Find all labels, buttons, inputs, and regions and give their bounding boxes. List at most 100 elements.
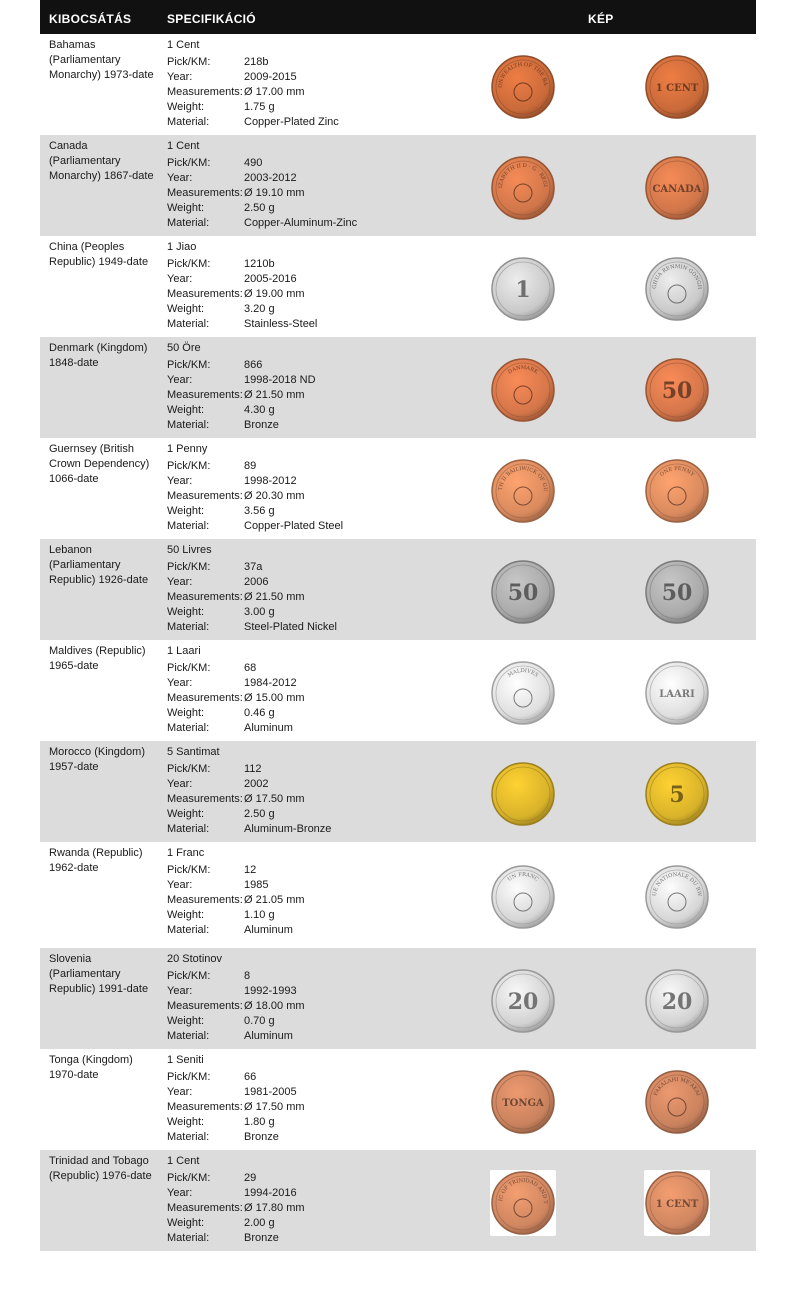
spec-material: Material: Aluminum (167, 721, 387, 736)
spec-weight-value: 1.10 g (244, 909, 275, 921)
spec-year-label: Year: (167, 778, 193, 790)
spec-material-value: Stainless-Steel (244, 318, 318, 330)
spec-pick-label: Pick/KM: (167, 1071, 211, 1083)
spec-year: Year: 1981-2005 (167, 1085, 387, 1100)
denomination: 1 Cent (167, 39, 200, 51)
spec-year: Year: 2009-2015 (167, 70, 387, 85)
spec-material-value: Aluminum (244, 1030, 293, 1042)
spec-year: Year: 1994-2016 (167, 1186, 387, 1201)
spec-material-label: Material: (167, 419, 210, 431)
spec-material: Material: Stainless-Steel (167, 317, 387, 332)
spec-cell: 1 Laari Pick/KM: 68 Year: 1984-2012 Measureme… (167, 644, 387, 736)
spec-pick-value: 29 (244, 1172, 257, 1184)
coin-table: KIBOCSÁTÁS SPECIFIKÁCIÓ KÉP Bahamas (Par… (40, 0, 756, 1251)
issuer-cell: Morocco (Kingdom) 1957-date (49, 746, 145, 773)
spec-weight-label: Weight: (167, 1217, 205, 1229)
spec-year-label: Year: (167, 985, 193, 997)
svg-text:50: 50 (662, 580, 693, 606)
spec-year-value: 2006 (244, 576, 269, 588)
spec-pick-label: Pick/KM: (167, 763, 211, 775)
spec-year-label: Year: (167, 273, 193, 285)
spec-measure-label: Measurements: (167, 894, 243, 906)
coin-obverse-image: 50 (490, 559, 556, 625)
header-specification: SPECIFIKÁCIÓ (167, 12, 256, 26)
spec-weight: Weight: 0.70 g (167, 1014, 387, 1029)
spec-year-label: Year: (167, 475, 193, 487)
spec-pick-label: Pick/KM: (167, 56, 211, 68)
svg-text:1 CENT: 1 CENT (656, 83, 699, 94)
table-row: Canada (Parliamentary Monarchy) 1867-dat… (40, 135, 756, 236)
spec-material-label: Material: (167, 520, 210, 532)
spec-measure-value: Ø 17.80 mm (244, 1202, 305, 1214)
spec-measure-label: Measurements: (167, 86, 243, 98)
denomination: 1 Laari (167, 645, 201, 657)
spec-material: Material: Aluminum (167, 923, 387, 938)
spec-weight-value: 3.00 g (244, 606, 275, 618)
spec-year: Year: 2006 (167, 575, 387, 590)
spec-pick-value: 490 (244, 157, 263, 169)
spec-weight: Weight: 3.20 g (167, 302, 387, 317)
spec-material: Material: Bronze (167, 1130, 387, 1145)
spec-pick: Pick/KM: 37a (167, 560, 387, 575)
table-body: Bahamas (Parliamentary Monarchy) 1973-da… (40, 34, 756, 1251)
spec-material-value: Aluminum (244, 722, 293, 734)
issuer-cell: Guernsey (British Crown Dependency) 1066… (49, 443, 150, 485)
spec-cell: 1 Cent Pick/KM: 218b Year: 2009-2015 Measurem… (167, 38, 387, 130)
spec-pick: Pick/KM: 490 (167, 156, 387, 171)
coin-obverse-image: REPUBLIC OF TRINIDAD AND TOBAGO (490, 1169, 556, 1236)
spec-year: Year: 1984-2012 (167, 676, 387, 691)
spec-material: Material: Bronze (167, 1231, 387, 1246)
spec-weight: Weight: 1.75 g (167, 100, 387, 115)
coin-obverse-image: 1 (490, 256, 556, 322)
spec-weight: Weight: 3.00 g (167, 605, 387, 620)
spec-material-label: Material: (167, 823, 210, 835)
coin-obverse-image: MALDIVES (490, 660, 556, 726)
spec-weight-value: 2.50 g (244, 808, 275, 820)
denomination: 1 Seniti (167, 1054, 204, 1066)
spec-year-value: 1994-2016 (244, 1187, 297, 1199)
spec-year-value: 1998-2018 ND (244, 374, 316, 386)
table-row: Bahamas (Parliamentary Monarchy) 1973-da… (40, 34, 756, 135)
spec-material-value: Copper-Plated Steel (244, 520, 344, 532)
denomination: 1 Jiao (167, 241, 197, 253)
spec-measure-label: Measurements: (167, 1101, 243, 1113)
denomination: 1 Cent (167, 140, 200, 152)
spec-pick-label: Pick/KM: (167, 359, 211, 371)
spec-year-label: Year: (167, 1187, 193, 1199)
spec-pick-label: Pick/KM: (167, 864, 211, 876)
issuer-cell: Canada (Parliamentary Monarchy) 1867-dat… (49, 140, 154, 182)
spec-pick-label: Pick/KM: (167, 460, 211, 472)
spec-material: Material: Aluminum (167, 1029, 387, 1044)
spec-measure-value: Ø 20.30 mm (244, 490, 305, 502)
spec-material-value: Steel-Plated Nickel (244, 621, 337, 633)
coin-obverse-image: TONGA (490, 1069, 556, 1135)
spec-weight: Weight: 4.30 g (167, 403, 387, 418)
spec-year-value: 2002 (244, 778, 269, 790)
spec-measure-value: Ø 18.00 mm (244, 1000, 305, 1012)
spec-pick: Pick/KM: 68 (167, 661, 387, 676)
svg-text:CANADA: CANADA (652, 184, 701, 195)
coin-reverse-image: 50 (644, 559, 710, 625)
table-row: China (Peoples Republic) 1949-date 1 Jiao… (40, 236, 756, 337)
spec-pick: Pick/KM: 66 (167, 1070, 387, 1085)
spec-measure: Measurements: Ø 17.80 mm (167, 1201, 387, 1216)
coin-reverse-image: 1 CENT (644, 1169, 710, 1236)
table-row: Tonga (Kingdom) 1970-date 1 Seniti Pick/KM… (40, 1049, 756, 1150)
spec-material-label: Material: (167, 217, 210, 229)
spec-pick-value: 89 (244, 460, 257, 472)
spec-measure-label: Measurements: (167, 591, 243, 603)
spec-pick: Pick/KM: 29 (167, 1171, 387, 1186)
spec-measure: Measurements: Ø 18.00 mm (167, 999, 387, 1014)
svg-text:1 CENT: 1 CENT (656, 1199, 699, 1210)
spec-cell: 1 Cent Pick/KM: 29 Year: 1994-2016 Measuremen… (167, 1154, 387, 1246)
spec-pick: Pick/KM: 112 (167, 762, 387, 777)
spec-measure-value: Ø 17.50 mm (244, 1101, 305, 1113)
spec-year-label: Year: (167, 576, 193, 588)
spec-pick-value: 1210b (244, 258, 275, 270)
header-image: KÉP (588, 12, 614, 26)
table-row: Denmark (Kingdom) 1848-date 50 Öre Pick/KM… (40, 337, 756, 438)
spec-material-value: Bronze (244, 1232, 279, 1244)
spec-material: Material: Bronze (167, 418, 387, 433)
spec-measure-label: Measurements: (167, 389, 243, 401)
spec-weight-value: 3.56 g (244, 505, 275, 517)
